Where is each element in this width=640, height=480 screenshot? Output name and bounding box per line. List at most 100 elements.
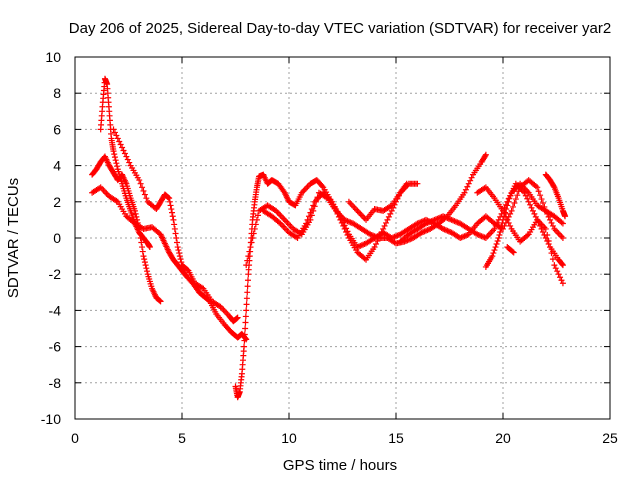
data-point: [165, 194, 172, 201]
data-point: [467, 177, 474, 184]
data-point: [253, 216, 260, 223]
data-point: [126, 159, 133, 166]
data-point: [174, 239, 181, 246]
y-tick-label: 0: [53, 230, 61, 246]
x-tick-label: 20: [495, 430, 511, 446]
chart-title: Day 206 of 2025, Sidereal Day-to-day VTE…: [69, 20, 611, 37]
data-point: [539, 200, 546, 207]
data-point: [494, 238, 501, 245]
data-point: [525, 198, 532, 205]
data-point: [497, 213, 504, 220]
data-point: [385, 213, 392, 220]
data-point: [244, 283, 251, 290]
data-point: [559, 280, 566, 287]
data-point: [562, 213, 569, 220]
data-point: [461, 189, 468, 196]
data-point: [552, 265, 559, 272]
data-point: [549, 222, 556, 229]
data-point: [501, 210, 508, 217]
data-point: [468, 174, 475, 181]
data-point: [110, 148, 117, 155]
data-point: [491, 225, 498, 232]
data-point: [110, 126, 117, 133]
data-point: [511, 200, 518, 207]
data-point: [538, 196, 545, 203]
data-point: [248, 239, 255, 246]
data-point: [112, 157, 119, 164]
data-point: [497, 225, 504, 232]
data-point: [144, 268, 151, 275]
data-point: [305, 213, 312, 220]
y-tick-label: -10: [41, 411, 61, 427]
data-point: [146, 244, 153, 251]
x-tick-label: 5: [178, 430, 186, 446]
data-point: [548, 250, 555, 257]
data-point: [547, 216, 554, 223]
data-point: [168, 206, 175, 213]
data-point: [123, 153, 130, 160]
data-point: [121, 150, 128, 157]
data-point: [529, 207, 536, 214]
x-tick-label: 25: [602, 430, 618, 446]
axis-ticks: 0 5 10 15 20 25 -10 -8 -6 -4 -2 0 2 4 6 8 10: [41, 49, 618, 446]
data-point: [308, 212, 315, 219]
y-axis-label: SDTVAR / TECUs: [5, 178, 22, 298]
data-point: [527, 201, 534, 208]
data-point: [111, 154, 118, 161]
data-point: [176, 250, 183, 257]
data-point: [559, 235, 566, 241]
data-point: [174, 244, 181, 251]
data-point: [243, 262, 250, 269]
data-point: [244, 289, 251, 296]
series-track-13: [345, 180, 421, 223]
data-point: [319, 183, 326, 190]
data-point: [414, 180, 421, 187]
data-point: [114, 135, 121, 142]
data-point: [534, 184, 541, 191]
data-point: [500, 207, 506, 214]
data-point: [310, 202, 317, 209]
data-point: [521, 189, 528, 196]
data-point: [341, 222, 348, 229]
data-point: [373, 241, 380, 248]
data-point: [166, 195, 173, 202]
data-points: [89, 75, 569, 401]
data-point: [504, 202, 511, 209]
data-point: [178, 259, 185, 266]
data-point: [344, 228, 351, 235]
series-track-12: [542, 171, 569, 220]
data-point: [307, 209, 314, 216]
data-point: [167, 202, 174, 209]
data-point: [505, 219, 512, 226]
data-point: [247, 244, 254, 251]
data-point: [337, 213, 344, 220]
data-point: [464, 183, 471, 190]
data-point: [551, 262, 558, 269]
data-point: [136, 177, 143, 184]
data-point: [143, 195, 150, 202]
y-tick-label: 2: [53, 194, 61, 210]
data-point: [343, 225, 350, 232]
series-track-6: [243, 151, 489, 269]
data-point: [524, 195, 531, 202]
y-tick-label: 6: [53, 121, 61, 137]
data-point: [383, 219, 390, 226]
data-point: [502, 213, 509, 220]
data-point: [252, 221, 259, 228]
data-point: [388, 207, 395, 214]
data-point: [550, 183, 557, 190]
data-point: [504, 216, 511, 223]
data-point: [303, 220, 310, 227]
data-point: [140, 187, 147, 194]
data-point: [304, 216, 311, 223]
data-point: [113, 132, 120, 139]
series-track-3: [89, 184, 250, 343]
data-point: [244, 257, 251, 264]
data-point: [508, 207, 515, 214]
data-point: [492, 244, 499, 251]
data-point: [495, 235, 502, 241]
data-point: [139, 248, 146, 255]
data-point: [545, 238, 552, 245]
data-point: [111, 151, 118, 158]
data-point: [117, 141, 124, 148]
